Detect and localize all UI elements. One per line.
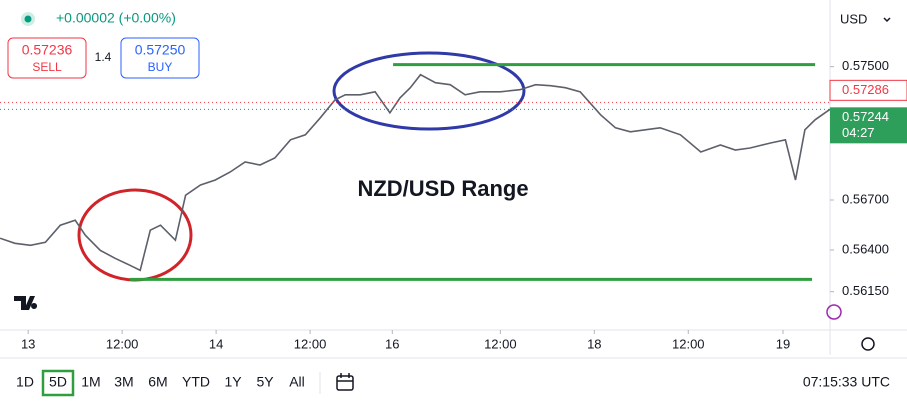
price-tag-label: 0.57286 (842, 82, 889, 97)
x-tick-label: 12:00 (106, 336, 139, 351)
range-button[interactable]: 1D (16, 374, 34, 390)
range-button[interactable]: 3M (114, 374, 133, 390)
y-tick-label: 0.56150 (842, 283, 889, 298)
y-tick-label: 0.56400 (842, 241, 889, 256)
range-button[interactable]: 6M (148, 374, 167, 390)
x-tick-label: 12:00 (294, 336, 327, 351)
currency-chevron[interactable] (883, 17, 891, 23)
buy-label[interactable]: BUY (148, 60, 173, 74)
range-button[interactable]: 1Y (224, 374, 242, 390)
status-dot (24, 15, 32, 23)
x-tick-label: 12:00 (672, 336, 705, 351)
price-tag-label: 0.57244 (842, 109, 889, 124)
countdown: 04:27 (842, 125, 875, 140)
x-tick-label: 14 (209, 336, 223, 351)
logo (14, 296, 38, 310)
change: +0.00002 (+0.00%) (56, 10, 176, 26)
y-tick-label: 0.56700 (842, 191, 889, 206)
x-tick-label: 13 (21, 336, 35, 351)
range-button[interactable]: 1M (81, 374, 100, 390)
range-button[interactable]: All (289, 374, 305, 390)
range-selected (41, 369, 75, 397)
range-button[interactable]: 5D (49, 374, 67, 390)
range-button[interactable]: 5Y (256, 374, 274, 390)
sell-button[interactable] (7, 37, 87, 79)
range-button[interactable]: YTD (182, 374, 210, 390)
currency[interactable]: USD (840, 11, 867, 26)
spread: 1.4 (95, 50, 112, 64)
buy-button[interactable] (120, 37, 200, 79)
settings-button[interactable] (861, 337, 875, 351)
x-tick-label: 19 (776, 336, 790, 351)
highlight-ellipse (332, 51, 526, 131)
price-line (0, 73, 831, 272)
highlight-ellipse (77, 188, 193, 282)
sell-label[interactable]: SELL (32, 60, 62, 74)
event-marker (826, 304, 842, 320)
date-range-icon[interactable] (336, 373, 354, 391)
price-tag (830, 107, 907, 144)
price-tag (829, 79, 907, 101)
x-tick-label: 16 (385, 336, 399, 351)
x-tick-label: 12:00 (484, 336, 517, 351)
buy-price[interactable]: 0.57250 (135, 42, 186, 58)
x-tick-label: 18 (587, 336, 601, 351)
sell-price[interactable]: 0.57236 (22, 42, 73, 58)
annotation: NZD/USD Range (357, 176, 528, 201)
y-tick-label: 0.57500 (842, 58, 889, 73)
clock: 07:15:33 UTC (803, 374, 890, 390)
